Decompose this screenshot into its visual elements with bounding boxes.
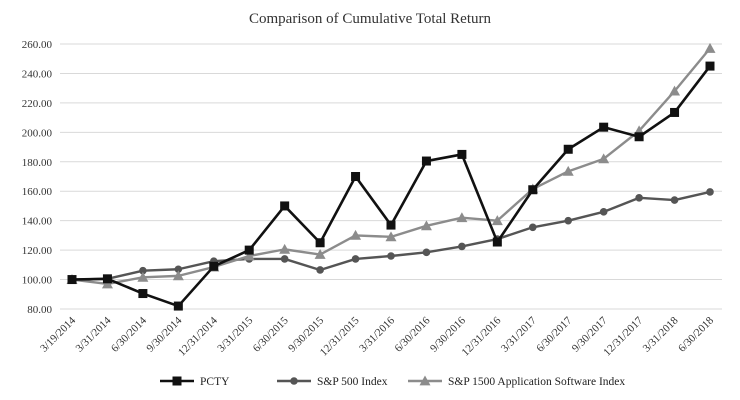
x-tick-label: 12/31/2016 [460, 314, 504, 358]
data-point [101, 278, 113, 289]
x-tick-label: 3/31/2018 [641, 314, 681, 354]
data-point [315, 238, 325, 248]
data-point [670, 196, 679, 204]
data-point [280, 255, 289, 263]
data-point [528, 223, 537, 232]
data-point [138, 289, 148, 299]
x-axis: 3/19/20143/31/20146/30/20149/30/201412/3… [38, 314, 716, 358]
data-point [279, 243, 291, 254]
data-point [456, 212, 468, 223]
data-point [174, 265, 183, 274]
series-line [71, 47, 711, 286]
data-point [563, 144, 573, 154]
data-point [421, 156, 431, 166]
legend-label: S&P 500 Index [317, 376, 388, 388]
x-tick-label: 6/30/2014 [109, 314, 149, 354]
data-point [137, 271, 149, 282]
data-point [314, 249, 326, 259]
chart-title: Comparison of Cumulative Total Return [249, 11, 491, 27]
series-square [67, 61, 715, 311]
y-tick-label: 220.00 [22, 98, 53, 110]
x-tick-label: 12/31/2015 [318, 314, 362, 358]
data-point [599, 122, 609, 132]
legend-item: PCTY [160, 376, 230, 388]
data-point [385, 231, 397, 242]
data-point [705, 61, 715, 71]
data-point [351, 255, 360, 263]
data-point [457, 149, 467, 159]
grid [60, 43, 722, 310]
data-point [350, 229, 362, 240]
y-tick-label: 160.00 [22, 186, 53, 198]
x-tick-label: 3/31/2017 [499, 314, 539, 354]
data-point [706, 188, 714, 196]
y-tick-label: 240.00 [22, 68, 53, 80]
data-point [243, 250, 255, 261]
series-triangle [66, 42, 716, 289]
x-tick-label: 6/30/2015 [251, 314, 291, 354]
data-point [669, 85, 681, 96]
legend-marker [172, 376, 182, 386]
data-point [139, 266, 147, 275]
y-tick-label: 100.00 [22, 275, 53, 287]
data-point [244, 245, 254, 255]
y-axis: 260.00 240.00 220.00 200.00 180.00 160.00 140.… [22, 39, 53, 316]
data-point [102, 274, 112, 284]
data-point [564, 216, 573, 225]
series-layer [66, 42, 716, 311]
data-point [492, 237, 502, 247]
x-tick-label: 6/30/2017 [534, 314, 574, 354]
data-point [420, 220, 432, 231]
data-point [67, 275, 77, 285]
data-point [386, 220, 396, 230]
x-tick-label: 12/31/2014 [176, 314, 220, 358]
legend-item: S&P 1500 Application Software Index [408, 375, 625, 388]
y-tick-label: 120.00 [22, 245, 53, 257]
data-point [280, 201, 290, 211]
legend-label: S&P 1500 Application Software Index [448, 376, 625, 388]
data-point [316, 266, 324, 274]
legend-marker [419, 375, 431, 386]
data-point [458, 242, 466, 251]
data-point [528, 185, 538, 195]
data-point [562, 165, 574, 176]
data-point [173, 301, 183, 311]
legend-item: S&P 500 Index [277, 376, 388, 388]
y-tick-label: 180.00 [22, 157, 53, 169]
y-tick-label: 200.00 [22, 127, 53, 139]
data-point [599, 208, 608, 216]
data-point [634, 132, 644, 142]
y-tick-label: 140.00 [22, 216, 53, 228]
x-tick-label: 3/31/2016 [357, 314, 397, 354]
legend-label: PCTY [200, 376, 230, 388]
data-point [351, 172, 361, 181]
data-point [670, 107, 680, 117]
x-tick-label: 6/30/2016 [393, 314, 433, 354]
data-point [387, 252, 395, 260]
data-point [598, 153, 610, 164]
data-point [422, 248, 431, 257]
x-tick-label: 6/30/2018 [676, 314, 716, 354]
x-tick-label: 12/31/2017 [601, 314, 645, 358]
x-tick-label: 3/31/2015 [215, 314, 255, 354]
data-point [704, 42, 716, 53]
data-point [491, 215, 503, 226]
legend-marker [290, 377, 298, 385]
legend: PCTY S&P 500 Index S&P 1500 Application So… [160, 375, 625, 388]
y-tick-label: 260.00 [22, 39, 53, 51]
data-point [635, 194, 643, 202]
y-tick-label: 80.00 [27, 304, 52, 316]
x-tick-label: 3/19/2014 [38, 314, 78, 354]
data-point [209, 261, 219, 271]
data-point [172, 270, 184, 281]
x-tick-label: 3/31/2014 [74, 314, 114, 354]
